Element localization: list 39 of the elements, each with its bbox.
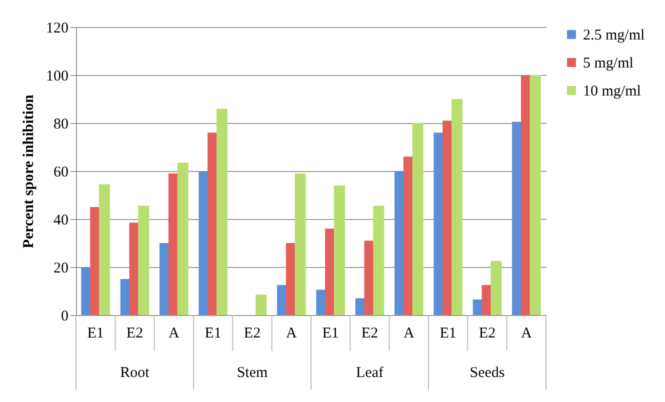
y-tick-label: 80 xyxy=(54,116,68,132)
x-tick-label: E1 xyxy=(322,326,339,342)
text: Leaf xyxy=(356,365,384,381)
bar xyxy=(216,108,228,315)
x-tick-label: E2 xyxy=(361,326,378,342)
x-tick-label: E2 xyxy=(478,326,496,342)
text: Stem xyxy=(236,365,268,381)
y-tick-label: 40 xyxy=(54,212,68,228)
bar xyxy=(373,206,384,315)
bar xyxy=(334,185,345,315)
y-tick-label: 0 xyxy=(61,308,68,324)
x-tick-label: A xyxy=(168,326,180,342)
bar xyxy=(294,173,306,315)
y-tick-label: 120 xyxy=(46,20,68,36)
y-tick-label: 100 xyxy=(46,68,68,84)
x-tick-label: E1 xyxy=(87,326,104,342)
y-tick-label: 20 xyxy=(54,260,68,276)
bar xyxy=(138,206,150,315)
bar xyxy=(490,261,502,315)
text: Seeds xyxy=(470,365,505,381)
text: Root xyxy=(120,365,150,381)
x-tick-label: A xyxy=(286,326,297,342)
bar xyxy=(98,184,110,315)
legend-label: 2.5 mg/ml xyxy=(583,28,645,44)
bar xyxy=(256,294,267,315)
legend-label: 5 mg/ml xyxy=(583,56,634,72)
bar xyxy=(412,123,424,315)
x-tick-label: E1 xyxy=(204,326,222,342)
x-tick-label: A xyxy=(520,326,532,342)
legend-label: 10 mg/ml xyxy=(583,84,641,100)
bar xyxy=(530,75,541,315)
y-axis-title: Percent spore inhibition xyxy=(21,94,37,248)
bar xyxy=(177,162,188,315)
x-tick-label: A xyxy=(403,326,414,342)
bar xyxy=(451,99,462,315)
x-tick-label: E2 xyxy=(244,326,261,342)
y-tick-label: 60 xyxy=(54,164,68,180)
x-tick-label: E2 xyxy=(126,326,144,342)
x-tick-label: E1 xyxy=(440,326,456,342)
